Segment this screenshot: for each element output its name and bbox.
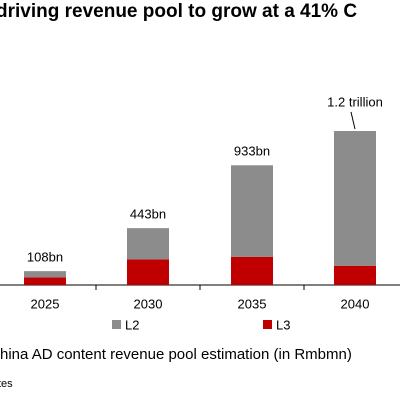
bar-segment [231,165,273,257]
bar-segment [24,271,66,278]
source: tes [0,378,13,390]
legend-swatch [112,320,121,329]
total-label: 108bn [27,250,63,265]
legend-label: L2 [125,317,139,332]
total-label: 1.2 trillion [327,94,383,109]
x-tick-label: 2030 [134,296,163,311]
x-tick-label: 2035 [238,296,267,311]
annotation-line [350,111,356,130]
chart-title: driving revenue pool to grow at a 41% C [0,1,357,22]
x-tick-label: 2025 [31,296,60,311]
bar-segment [334,265,376,285]
bar-segment [127,228,169,260]
total-label: 443bn [130,207,166,222]
caption: hina AD content revenue pool estimation … [0,346,352,363]
legend-swatch [263,320,272,329]
bar-segment [24,277,66,285]
total-label: 933bn [234,144,270,159]
x-tick-label: 2040 [341,296,370,311]
legend-label: L3 [276,317,290,332]
bar-segment [334,131,376,266]
bar-segment [231,256,273,285]
bar-segment [127,259,169,285]
